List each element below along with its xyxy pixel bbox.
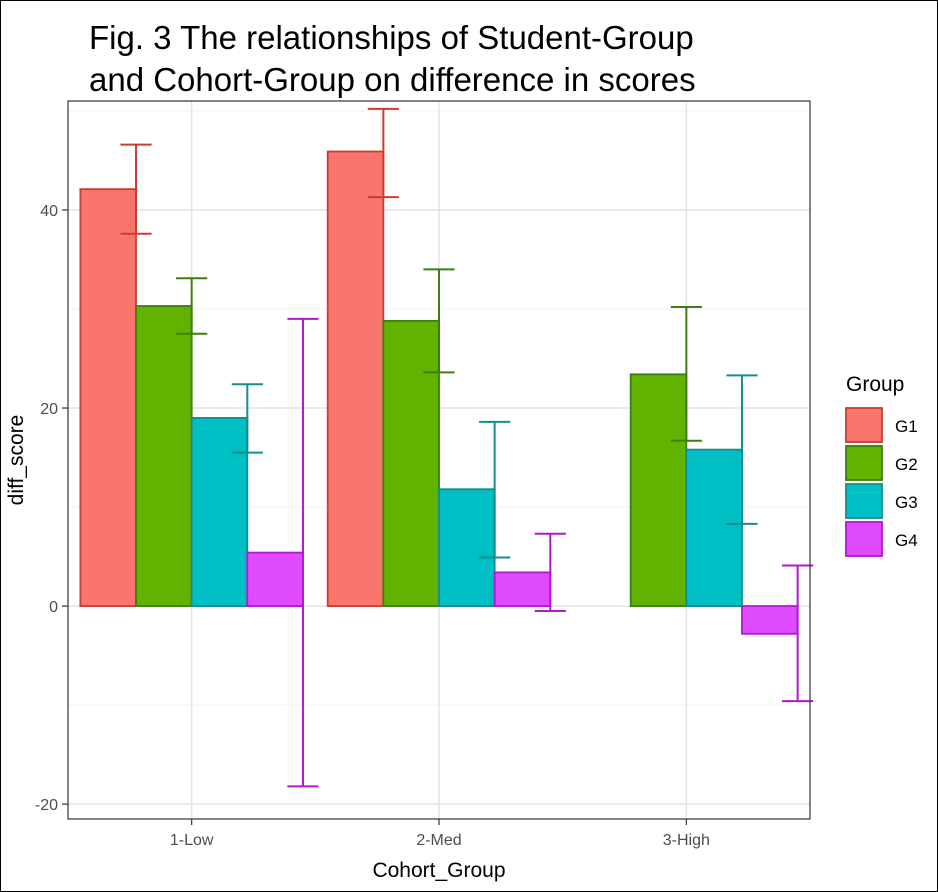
y-axis-title: diff_score <box>5 415 28 506</box>
bar-g1-2 <box>326 150 385 607</box>
legend-key-g3 <box>845 483 883 519</box>
bar-g3-3 <box>685 448 743 607</box>
errorbar-g3-2 <box>479 420 511 559</box>
bar-g4-3 <box>741 605 799 635</box>
errorbar-g2-2 <box>423 268 455 374</box>
legend-key-g4 <box>845 521 883 557</box>
legend: Group G1 G2 G3 G4 <box>845 373 918 557</box>
x-tick-label: 1-Low <box>170 832 214 849</box>
bars-layer <box>79 150 799 635</box>
y-tick-label: 40 <box>40 203 58 220</box>
errorbar-g2-1 <box>176 277 208 335</box>
y-tick-label: -20 <box>35 797 58 814</box>
bar-g2-1 <box>135 305 193 607</box>
legend-label-g1: G1 <box>895 417 918 436</box>
x-tick-label: 3-High <box>663 832 710 849</box>
bar-g4-2 <box>493 571 552 607</box>
errorbar-g1-2 <box>367 107 399 199</box>
x-tick-label: 2-Med <box>416 832 461 849</box>
legend-label-g4: G4 <box>895 531 918 550</box>
errorbar-g3-1 <box>231 383 263 454</box>
legend-item-g4: G4 <box>845 521 918 557</box>
figure-title: Fig. 3 The relationships of Student-Grou… <box>89 17 849 101</box>
legend-label-g2: G2 <box>895 455 918 474</box>
bar-g2-3 <box>629 373 688 607</box>
errorbar-g3-3 <box>726 374 758 525</box>
y-tick-label: 20 <box>40 401 58 418</box>
errorbar-g4-3 <box>782 564 814 703</box>
bar-g3-2 <box>438 488 496 607</box>
y-tick-label: 0 <box>49 599 58 616</box>
bar-g4-1 <box>246 551 304 607</box>
errorbar-g4-2 <box>534 532 566 613</box>
legend-key-g1 <box>845 407 883 443</box>
figure-title-line-1: Fig. 3 The relationships of Student-Grou… <box>89 19 694 56</box>
legend-item-g1: G1 <box>845 407 918 443</box>
axes-layer: -20 0 20 40 1-Low 2-Med 3-High <box>35 203 710 849</box>
errorbar-g4-1 <box>287 317 319 788</box>
errorbar-g1-1 <box>120 143 152 235</box>
bar-g2-2 <box>382 319 440 607</box>
legend-title: Group <box>846 373 904 396</box>
legend-item-g3: G3 <box>845 483 918 519</box>
bar-g1-1 <box>79 188 137 607</box>
legend-key-g2 <box>845 445 883 481</box>
x-axis-title: Cohort_Group <box>372 859 505 882</box>
bar-g3-1 <box>190 417 249 607</box>
legend-item-g2: G2 <box>845 445 918 481</box>
errorbars-layer <box>120 107 814 788</box>
errorbar-g2-3 <box>670 305 702 442</box>
figure-title-line-2: and Cohort-Group on difference in scores <box>89 61 696 98</box>
legend-label-g3: G3 <box>895 493 918 512</box>
